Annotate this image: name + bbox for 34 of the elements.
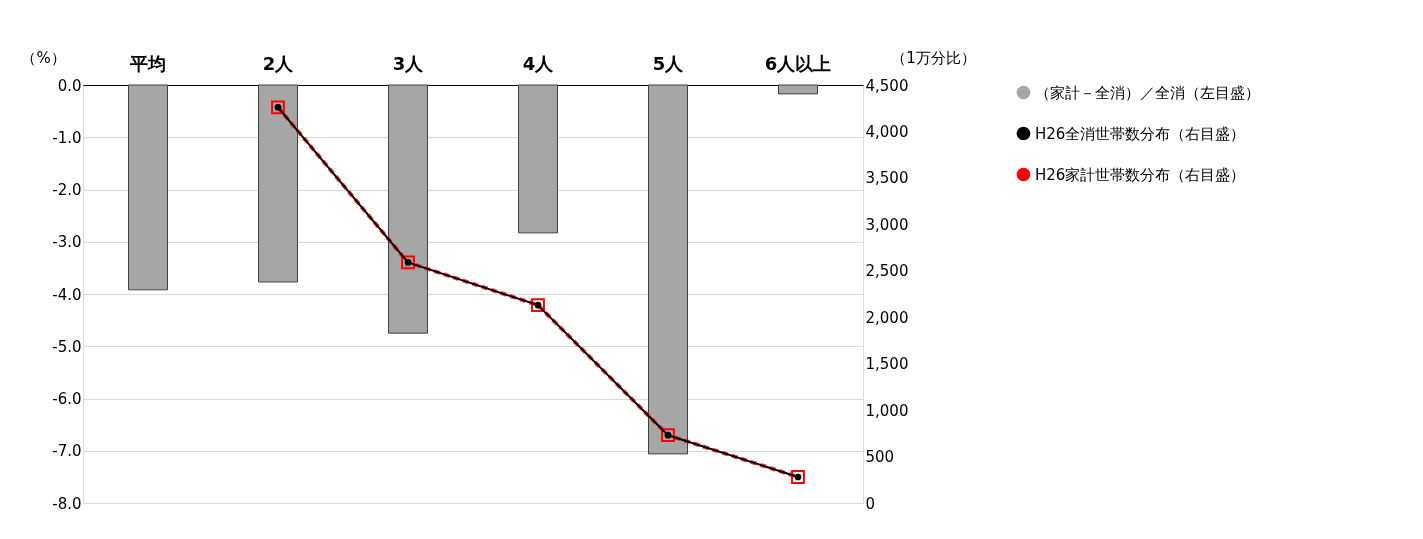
y2-tick-label: 1,500 bbox=[865, 355, 909, 374]
y-tick-label: -5.0 bbox=[52, 337, 82, 356]
legend-label: H26全消世帯数分布（右目盛） bbox=[1035, 124, 1246, 143]
point bbox=[401, 255, 415, 270]
y-tick-label: -3.0 bbox=[52, 233, 82, 252]
y2-tick-label: 1,000 bbox=[865, 401, 909, 420]
x-tick-label: 5人 bbox=[652, 52, 685, 74]
x-tick-label: 2人 bbox=[262, 52, 295, 74]
y2-tick-label: 4,000 bbox=[865, 122, 909, 141]
y-tick-label: 0.0 bbox=[57, 76, 82, 95]
y2-tick-label: 3,000 bbox=[865, 215, 909, 234]
y2-tick-label: 2,000 bbox=[865, 308, 909, 327]
y2-tick-label: 3,500 bbox=[865, 169, 909, 188]
point bbox=[531, 298, 545, 313]
x-tick-label: 4人 bbox=[522, 52, 555, 74]
x-tick-label: 6人以上 bbox=[764, 52, 832, 74]
y2-tick-label: 500 bbox=[865, 448, 895, 467]
y-axis-title: （%） bbox=[21, 48, 66, 67]
x-tick-label: 平均 bbox=[129, 52, 166, 74]
y-tick-label: -2.0 bbox=[52, 181, 82, 199]
legend-label: （家計－全消）／全消（左目盛） bbox=[1035, 83, 1260, 102]
y2-tick-label: 2,500 bbox=[865, 262, 909, 281]
y2-tick-label: 0 bbox=[865, 494, 876, 513]
y2-axis-title: （1万分比） bbox=[891, 48, 976, 67]
y-tick-label: -8.0 bbox=[52, 494, 82, 513]
point bbox=[271, 100, 285, 115]
x-tick-label: 3人 bbox=[392, 52, 425, 74]
y-tick-label: -4.0 bbox=[52, 285, 82, 304]
y-tick-label: -7.0 bbox=[52, 442, 82, 461]
y-tick-label: -6.0 bbox=[52, 390, 82, 408]
y2-tick-label: 4,500 bbox=[865, 76, 909, 95]
point bbox=[661, 428, 675, 443]
y-tick-label: -1.0 bbox=[52, 128, 82, 147]
legend-label: H26家計世帯数分布（右目盛） bbox=[1035, 165, 1246, 184]
